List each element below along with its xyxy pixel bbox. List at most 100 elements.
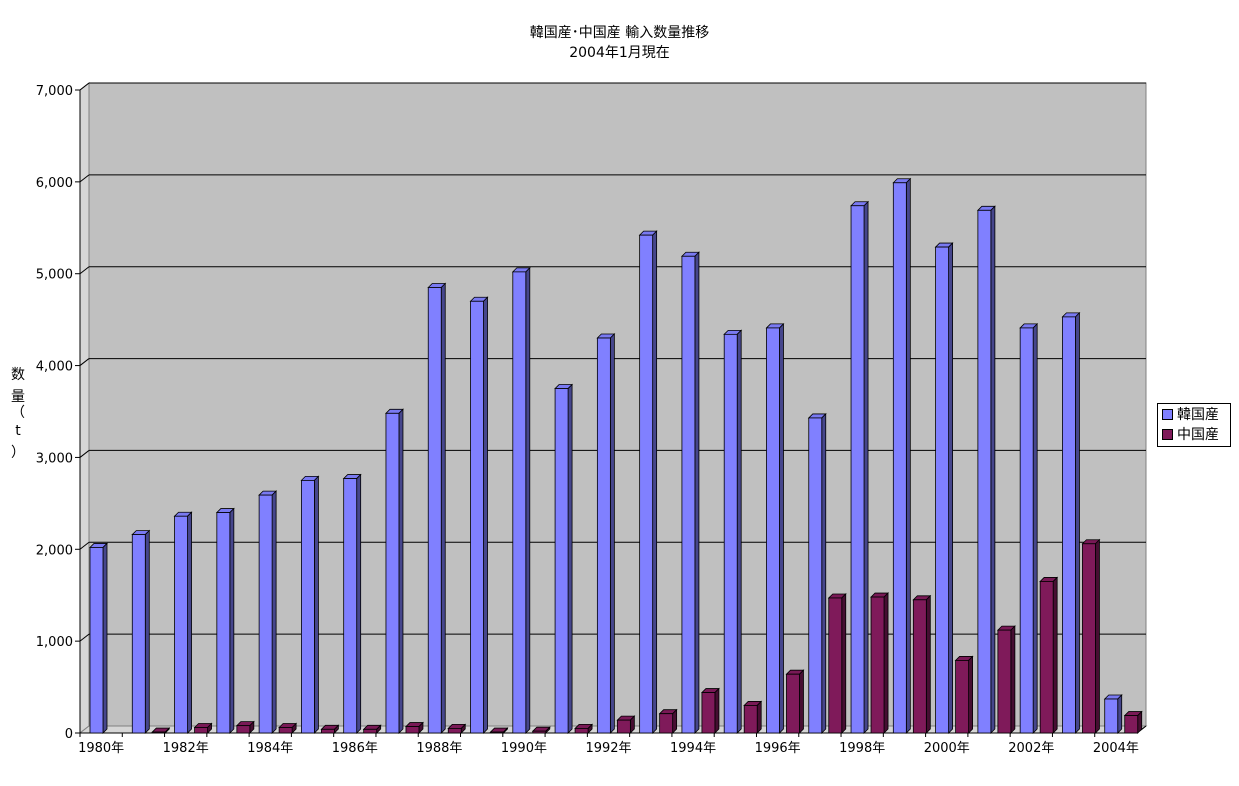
y-tick-label: 6,000	[36, 176, 73, 191]
x-tick-label: 1986年	[332, 741, 378, 756]
bar-china-side	[1010, 625, 1016, 734]
bar-korea-side	[187, 511, 192, 734]
x-tick-label: 1994年	[670, 741, 716, 756]
bar-korea-side	[1075, 311, 1080, 734]
bar-korea-side	[525, 266, 531, 734]
bar-china	[1082, 543, 1096, 734]
bar-china	[786, 673, 800, 734]
bar-korea	[1062, 316, 1076, 734]
bar-china	[743, 705, 758, 734]
bar-korea	[977, 209, 992, 734]
bar-china-side	[1052, 576, 1058, 734]
x-tick-label: 1984年	[247, 741, 293, 756]
y-axis-label-char: ）	[11, 445, 25, 461]
bar-china	[490, 731, 504, 734]
gridline-side	[79, 450, 90, 458]
bar-korea	[1104, 698, 1119, 734]
bar-korea	[89, 547, 104, 734]
bar-korea	[216, 512, 231, 734]
bar-china	[1039, 581, 1054, 734]
bar-china	[1124, 715, 1139, 734]
bar-china	[278, 727, 293, 734]
bar-korea-side	[398, 408, 404, 734]
bar-china	[151, 731, 166, 734]
bar-china	[912, 599, 927, 734]
bar-korea	[258, 494, 273, 734]
bar-korea	[554, 388, 569, 734]
bar-korea-side	[102, 542, 108, 734]
bar-korea	[850, 205, 865, 734]
bar-korea-side	[652, 230, 658, 734]
bar-china	[447, 728, 462, 734]
bar-korea-side	[905, 177, 911, 734]
x-tick-label: 2004年	[1093, 741, 1139, 756]
bar-china-side	[1137, 710, 1143, 734]
bar-china-side	[925, 594, 931, 734]
bar-korea-side	[271, 490, 277, 734]
chart-subtitle: 2004年1月現在	[569, 45, 670, 61]
legend-label-korea: 韓国産	[1177, 407, 1219, 423]
gridline-side	[79, 358, 90, 366]
bar-korea	[935, 246, 949, 734]
y-axis-label-char: 数	[11, 367, 25, 383]
gridline-side	[79, 541, 90, 550]
bar-korea-side	[863, 200, 869, 734]
y-tick-label: 1,000	[36, 635, 73, 650]
gridline-side	[79, 82, 90, 91]
bar-korea	[766, 327, 780, 734]
bar-china	[701, 692, 716, 734]
bar-china	[997, 629, 1012, 734]
bar-china	[659, 713, 674, 734]
legend-swatch-korea	[1162, 408, 1173, 420]
bar-korea	[512, 271, 527, 734]
bar-korea	[470, 300, 484, 734]
bar-china	[532, 730, 547, 734]
bar-korea-side	[483, 296, 488, 734]
bar-china-side	[968, 655, 973, 734]
bar-korea-side	[356, 473, 362, 734]
bar-china	[320, 728, 335, 734]
y-axis-label-char: 量	[11, 389, 25, 405]
bar-korea-side	[567, 383, 573, 734]
bar-china	[828, 597, 843, 734]
bar-china-side	[841, 593, 847, 734]
bar-korea-side	[440, 282, 446, 734]
legend-label-china: 中国産	[1177, 427, 1219, 443]
x-tick-label: 1982年	[163, 741, 209, 756]
y-tick-label: 7,000	[36, 84, 73, 99]
bar-korea	[343, 478, 358, 734]
legend-item-korea: 韓国産	[1158, 404, 1230, 424]
bar-korea	[427, 287, 442, 734]
bar-korea-side	[609, 333, 615, 734]
bar-korea-side	[779, 322, 784, 734]
bar-china-side	[883, 592, 889, 734]
x-tick-label: 1988年	[416, 741, 462, 756]
bar-korea-side	[144, 529, 150, 734]
bar-china	[955, 660, 969, 734]
chart-title: 韓国産･中国産 輸入数量推移	[529, 25, 710, 41]
bar-korea	[681, 255, 696, 734]
y-tick-label: 3,000	[36, 451, 73, 466]
bar-korea	[131, 534, 146, 734]
x-tick-label: 2000年	[924, 741, 970, 756]
bar-china	[236, 725, 251, 734]
bar-korea	[808, 417, 823, 734]
bar-korea-side	[1117, 694, 1123, 734]
bar-korea	[174, 515, 188, 734]
bar-china	[574, 728, 589, 734]
bar-china	[194, 727, 208, 734]
y-tick-label: 4,000	[36, 360, 73, 375]
x-tick-label: 1998年	[839, 741, 885, 756]
bar-korea-side	[1032, 322, 1038, 734]
bar-korea	[1019, 327, 1034, 734]
gridline-side	[79, 174, 90, 183]
bar-china	[616, 719, 631, 734]
y-axis-label-char: t	[15, 423, 21, 439]
bar-korea	[596, 337, 611, 734]
bar-china-side	[672, 708, 678, 734]
bar-korea-side	[990, 205, 996, 734]
gridline-side	[79, 266, 90, 275]
bar-korea	[723, 333, 738, 734]
y-axis-label-char: （	[11, 405, 25, 421]
